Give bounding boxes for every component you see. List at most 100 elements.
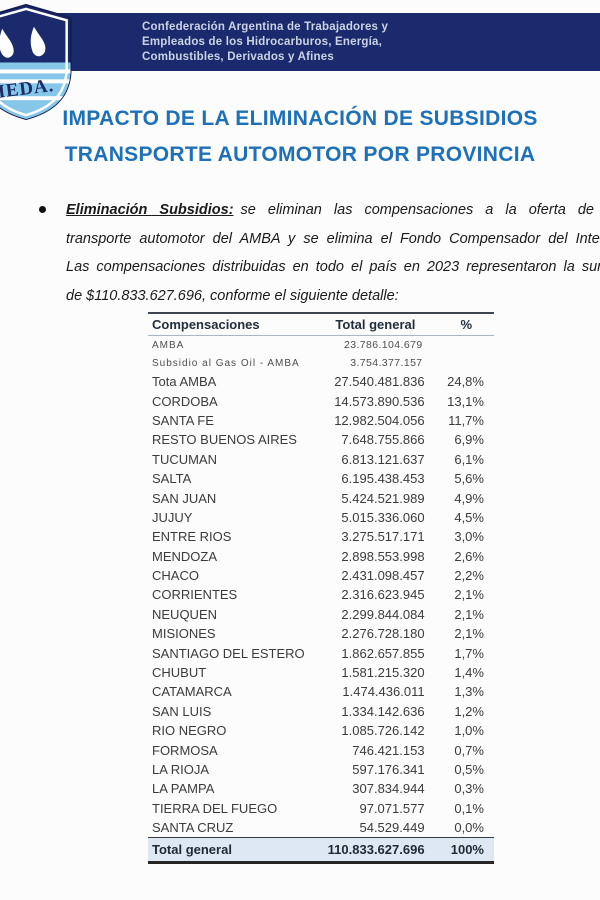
table-row: NEUQUEN 2.299.844.084 2,1% (148, 605, 494, 624)
row-name: SAN JUAN (152, 490, 217, 506)
row-name: SALTA (152, 471, 192, 487)
org-banner: Confederación Argentina de Trabajadores … (40, 13, 600, 71)
row-total: 12.982.504.056 (334, 412, 425, 428)
row-total: 6.195.438.453 (341, 471, 425, 487)
table-row: CORDOBA 14.573.890.536 13,1% (148, 391, 494, 410)
row-name: TIERRA DEL FUEGO (152, 800, 278, 816)
total-row-total: 110.833.627.696 (327, 842, 425, 858)
row-name: FORMOSA (152, 742, 218, 758)
table-row: SANTA FE 12.982.504.056 11,7% (148, 411, 494, 430)
page-title: IMPACTO DE LA ELIMINACIÓN DE SUBSIDIOS T… (0, 101, 600, 173)
intro-paragraph: Eliminación Subsidios: se eliminan las co… (66, 196, 600, 310)
row-percent: 1,3% (454, 684, 484, 700)
row-percent: 4,5% (454, 509, 484, 525)
row-total: 2.431.098.457 (341, 568, 425, 584)
row-name: SANTA FE (152, 412, 214, 428)
row-total: 97.071.577 (359, 800, 425, 816)
row-percent: 2,1% (454, 626, 484, 642)
table-row: MISIONES 2.276.728.180 2,1% (148, 624, 494, 643)
col-header-percent: % (460, 317, 473, 332)
row-percent: 0,5% (454, 762, 484, 777)
row-total: 746.421.153 (352, 742, 425, 758)
table-subrow: Subsidio al Gas Oil - AMBA 3.754.377.157 (148, 354, 494, 372)
row-name: CHUBUT (152, 665, 207, 681)
row-total: 1.334.142.636 (341, 703, 425, 719)
row-percent: 2,1% (454, 587, 484, 603)
row-percent: 13,1% (447, 393, 484, 409)
table-row: CHACO 2.431.098.457 2,2% (148, 566, 494, 585)
row-percent: 0,3% (454, 781, 484, 797)
paragraph-line-4: de $110.833.627.696, conforme el siguien… (66, 287, 399, 304)
row-total: 2.898.553.998 (341, 548, 425, 564)
row-percent: 0,7% (454, 742, 484, 758)
row-name: RIO NEGRO (152, 723, 227, 739)
row-percent: 5,6% (454, 471, 484, 487)
row-total: 54.529.449 (359, 820, 425, 836)
row-name: AMBA (152, 339, 185, 351)
row-name: CORDOBA (152, 393, 218, 409)
row-percent: 1,0% (454, 723, 484, 739)
row-total: 23.786.104.679 (343, 339, 423, 351)
row-name: ENTRE RIOS (152, 529, 232, 545)
row-percent: 2,6% (454, 548, 484, 564)
table-row: SALTA 6.195.438.453 5,6% (148, 469, 494, 488)
table-header-row: Compensaciones Total general % (148, 312, 494, 336)
row-percent: 2,2% (454, 568, 484, 584)
table-row: LA PAMPA 307.834.944 0,3% (148, 779, 494, 798)
table-row: MENDOZA 2.898.553.998 2,6% (148, 547, 494, 566)
row-name: NEUQUEN (152, 606, 218, 622)
row-name: JUJUY (152, 509, 193, 525)
org-name: Confederación Argentina de Trabajadores … (40, 13, 600, 65)
row-total: 307.834.944 (352, 781, 425, 797)
table-row: CORRIENTES 2.316.623.945 2,1% (148, 585, 494, 604)
table-total-row: Total general 110.833.627.696 100% (148, 837, 494, 865)
row-total: 6.813.121.637 (341, 451, 425, 467)
col-header-compensaciones: Compensaciones (152, 317, 260, 332)
table-row: JUJUY 5.015.336.060 4,5% (148, 508, 494, 527)
row-percent: 3,0% (454, 529, 484, 545)
table-row: ENTRE RIOS 3.275.517.171 3,0% (148, 527, 494, 546)
table-row: RIO NEGRO 1.085.726.142 1,0% (148, 721, 494, 740)
row-percent: 2,1% (454, 606, 484, 622)
table-subrow: AMBA 23.786.104.679 (148, 336, 494, 354)
paragraph-line-1-rest: se eliminan las compensaciones a la ofer… (240, 202, 594, 218)
row-name: CATAMARCA (152, 684, 232, 700)
table-row: LA RIOJA 597.176.341 0,5% (148, 760, 494, 779)
row-percent: 24,8% (447, 374, 484, 390)
flame-icon (0, 28, 14, 58)
row-total: 5.424.521.989 (341, 490, 425, 506)
total-row-name: Total general (152, 842, 232, 858)
org-shield-logo-icon: HEDA. (0, 3, 72, 121)
row-name: SANTA CRUZ (152, 820, 234, 836)
flame-icon (30, 26, 46, 57)
table-row: SANTIAGO DEL ESTERO 1.862.657.855 1,7% (148, 643, 494, 662)
table-row: CHUBUT 1.581.215.320 1,4% (148, 663, 494, 682)
row-total: 14.573.890.536 (334, 393, 425, 409)
row-percent: 6,1% (454, 451, 484, 467)
row-name: MENDOZA (152, 548, 217, 564)
row-name: RESTO BUENOS AIRES (152, 432, 297, 448)
row-percent: 1,7% (454, 645, 484, 661)
org-name-line-1: Confederación Argentina de Trabajadores … (142, 21, 389, 33)
org-name-line-2: Empleados de los Hidrocarburos, Energía, (142, 36, 382, 48)
row-total: 1.581.215.320 (341, 665, 425, 681)
col-header-total-general: Total general (335, 317, 416, 332)
row-name: LA PAMPA (152, 781, 215, 797)
row-percent: 6,9% (454, 432, 484, 448)
table-row: SAN JUAN 5.424.521.989 4,9% (148, 488, 494, 507)
row-total: 597.176.341 (352, 762, 425, 777)
row-name: Subsidio al Gas Oil - AMBA (152, 357, 300, 369)
row-total: 2.276.728.180 (341, 626, 425, 642)
paragraph-line-2: transporte automotor del AMBA y se elimi… (66, 230, 600, 247)
bullet-point (39, 206, 46, 213)
row-percent: 1,4% (454, 665, 484, 681)
row-name: MISIONES (152, 626, 216, 642)
table-row: TIERRA DEL FUEGO 97.071.577 0,1% (148, 799, 494, 818)
row-total: 3.754.377.157 (350, 357, 423, 369)
row-name: CHACO (152, 568, 199, 584)
org-name-line-3: Combustibles, Derivados y Afines (142, 51, 334, 63)
table-row: Tota AMBA 27.540.481.836 24,8% (148, 372, 494, 391)
row-total: 1.862.657.855 (341, 645, 425, 661)
row-total: 5.015.336.060 (341, 509, 425, 525)
